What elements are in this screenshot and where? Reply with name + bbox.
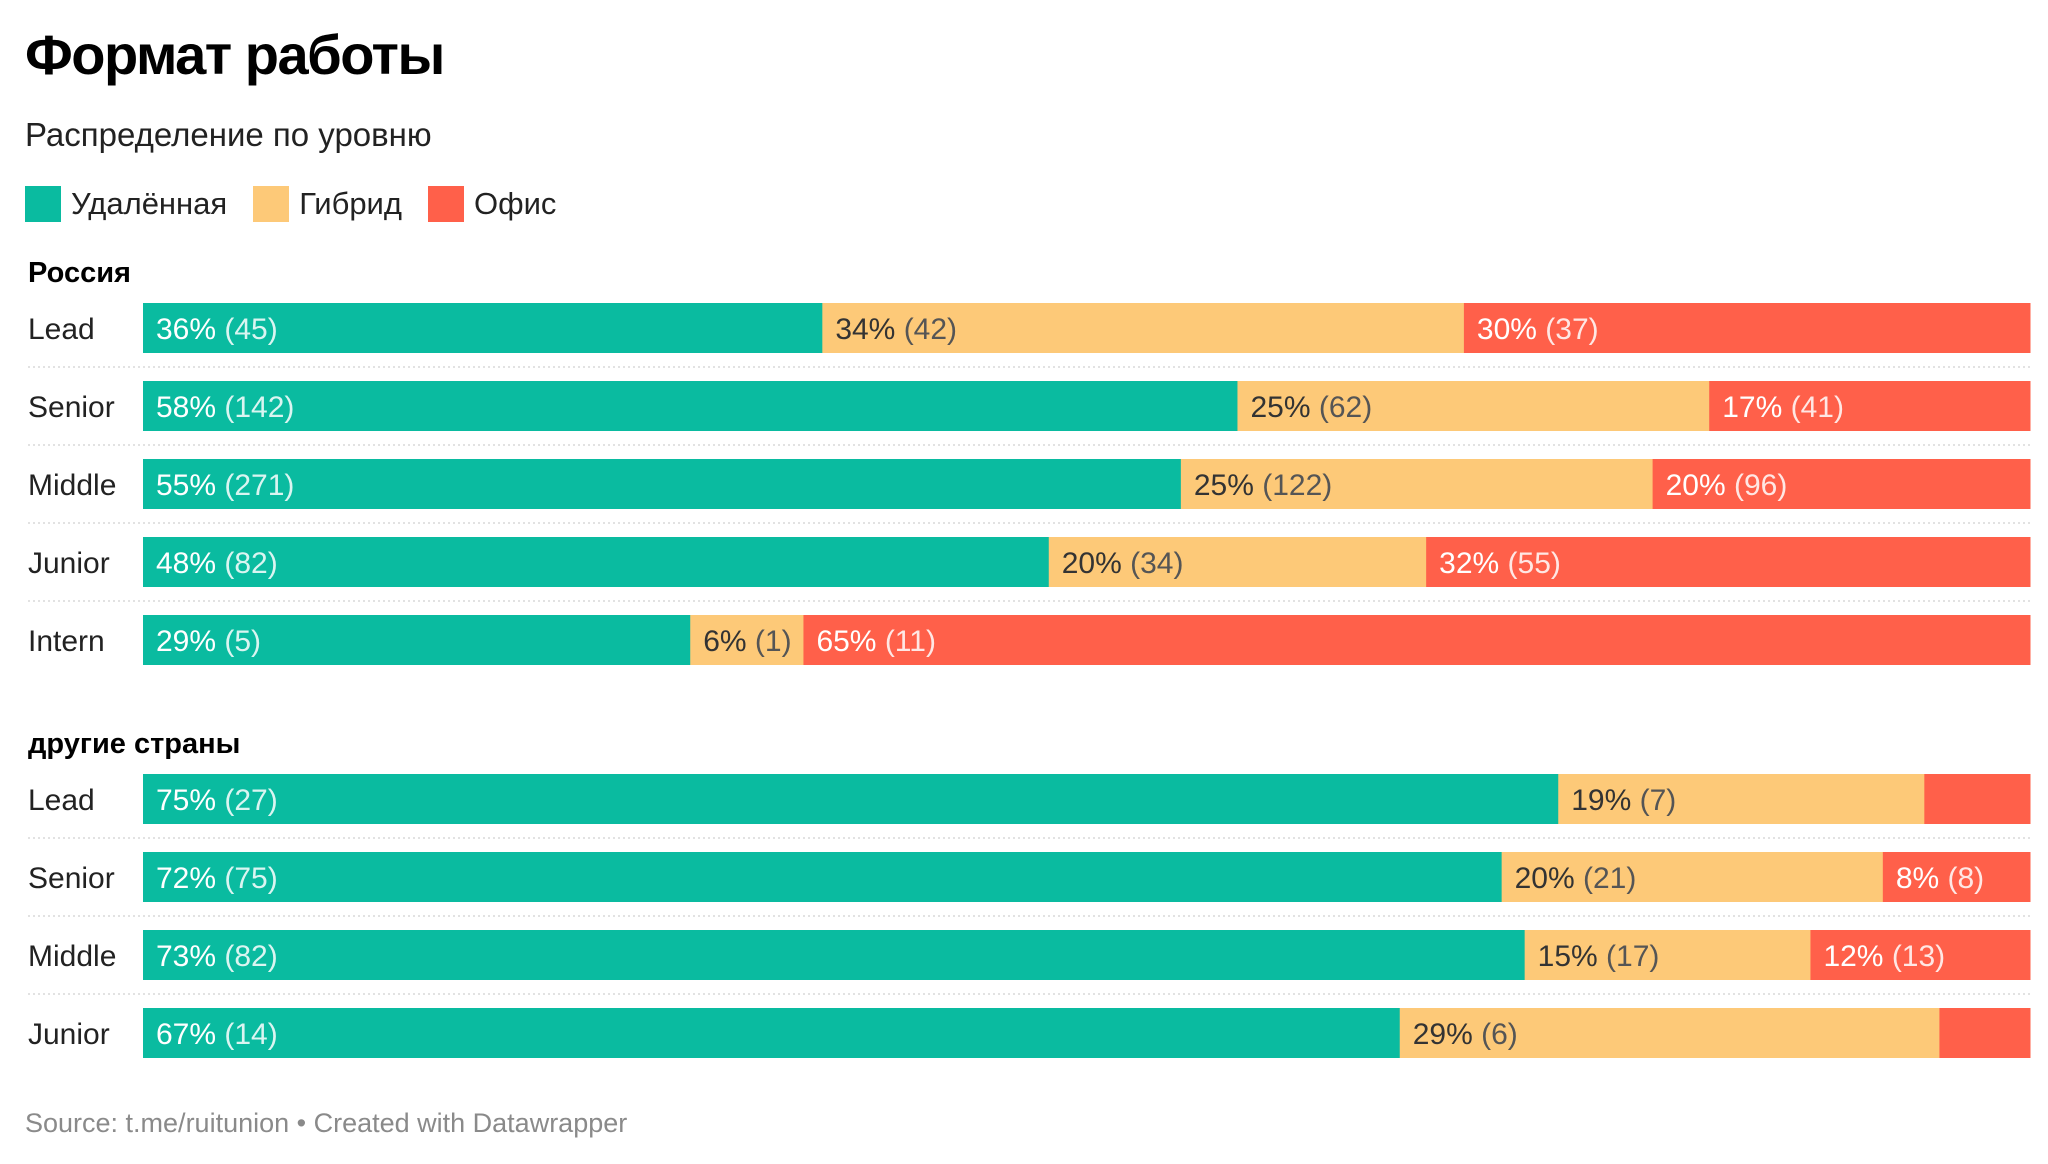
legend-item-hybrid: Гибрид xyxy=(253,186,402,222)
bar-segment-office xyxy=(1882,852,2031,902)
bar-segment-remote xyxy=(143,537,1050,587)
data-label-remote: 36% (45) xyxy=(156,313,278,346)
legend-swatch-remote xyxy=(25,186,61,222)
bar-segment-remote xyxy=(143,303,823,353)
legend-swatch-office xyxy=(427,186,464,222)
bar-segment-remote xyxy=(143,1008,1401,1058)
legend: Удалённая Гибрид Офис xyxy=(25,186,582,222)
group-title-0: Россия xyxy=(28,257,131,289)
data-label-hybrid: 34% (42) xyxy=(835,313,957,346)
bar-segment-office xyxy=(1426,537,2031,587)
data-label-office: 30% (37) xyxy=(1477,313,1599,346)
bar-segment-remote xyxy=(143,930,1526,980)
data-label-hybrid: 25% (122) xyxy=(1194,469,1332,502)
bar-segment-remote xyxy=(143,852,1503,902)
data-label-hybrid: 6% (1) xyxy=(703,625,791,658)
bar-segment-office xyxy=(1463,303,2031,353)
data-label-office: 65% (11) xyxy=(816,625,936,658)
row-label: Lead xyxy=(28,313,95,346)
data-label-remote: 58% (142) xyxy=(156,391,294,424)
chart-subtitle: Распределение по уровню xyxy=(25,116,432,153)
data-label-remote: 73% (82) xyxy=(156,940,278,973)
legend-label-hybrid: Гибрид xyxy=(299,186,402,221)
data-label-office: 17% (41) xyxy=(1722,391,1844,424)
bar-segment-hybrid xyxy=(1048,537,1427,587)
group-title-1: другие страны xyxy=(28,728,240,760)
bar-segment-office xyxy=(1810,930,2031,980)
legend-label-remote: Удалённая xyxy=(71,186,228,221)
data-label-office: 20% (96) xyxy=(1666,469,1788,502)
legend-label-office: Офис xyxy=(473,186,557,221)
row-label: Middle xyxy=(28,469,116,502)
row-label: Middle xyxy=(28,940,116,973)
bar-segment-hybrid xyxy=(1558,774,1925,824)
data-label-remote: 55% (271) xyxy=(156,469,294,502)
bar-segment-hybrid xyxy=(822,303,1465,353)
bar-segment-remote xyxy=(143,459,1182,509)
row-label: Senior xyxy=(28,862,115,895)
bar-segment-office xyxy=(1939,1008,2031,1058)
row-label: Lead xyxy=(28,784,95,817)
data-label-office: 32% (55) xyxy=(1439,547,1561,580)
data-label-hybrid: 29% (6) xyxy=(1413,1018,1518,1051)
bar-segment-office xyxy=(1709,381,2031,431)
data-label-hybrid: 20% (34) xyxy=(1062,547,1184,580)
data-label-remote: 75% (27) xyxy=(156,784,278,817)
row-label: Junior xyxy=(28,1018,110,1051)
data-label-office: 8% (8) xyxy=(1896,862,1984,895)
data-label-remote: 48% (82) xyxy=(156,547,278,580)
data-label-remote: 72% (75) xyxy=(156,862,278,895)
legend-swatch-hybrid xyxy=(253,186,290,222)
row-label: Junior xyxy=(28,547,110,580)
data-label-hybrid: 25% (62) xyxy=(1250,391,1372,424)
bar-segment-hybrid xyxy=(1524,930,1811,980)
row-label: Intern xyxy=(28,625,105,658)
chart-title: Формат работы xyxy=(25,23,445,86)
data-label-remote: 29% (5) xyxy=(156,625,261,658)
data-label-office: 12% (13) xyxy=(1823,940,1945,973)
bar-segment-hybrid xyxy=(1399,1008,1940,1058)
data-label-hybrid: 19% (7) xyxy=(1571,784,1676,817)
bar-segment-hybrid xyxy=(1180,459,1654,509)
legend-item-remote: Удалённая xyxy=(25,186,227,222)
bar-segment-office xyxy=(803,615,2031,665)
row-label: Senior xyxy=(28,391,115,424)
bar-segment-office xyxy=(1924,774,2031,824)
data-label-remote: 67% (14) xyxy=(156,1018,278,1051)
legend-item-office: Офис xyxy=(427,186,557,222)
data-label-hybrid: 15% (17) xyxy=(1538,940,1660,973)
bar-segment-hybrid xyxy=(690,615,804,665)
source-note: Source: t.me/ruitunion • Created with Da… xyxy=(25,1108,628,1138)
bar-segment-remote xyxy=(143,615,691,665)
bar-segment-office xyxy=(1652,459,2031,509)
bar-segment-hybrid xyxy=(1501,852,1884,902)
data-label-hybrid: 20% (21) xyxy=(1515,862,1637,895)
bar-segment-remote xyxy=(143,774,1559,824)
bar-segment-remote xyxy=(143,381,1238,431)
bar-segment-hybrid xyxy=(1237,381,1710,431)
